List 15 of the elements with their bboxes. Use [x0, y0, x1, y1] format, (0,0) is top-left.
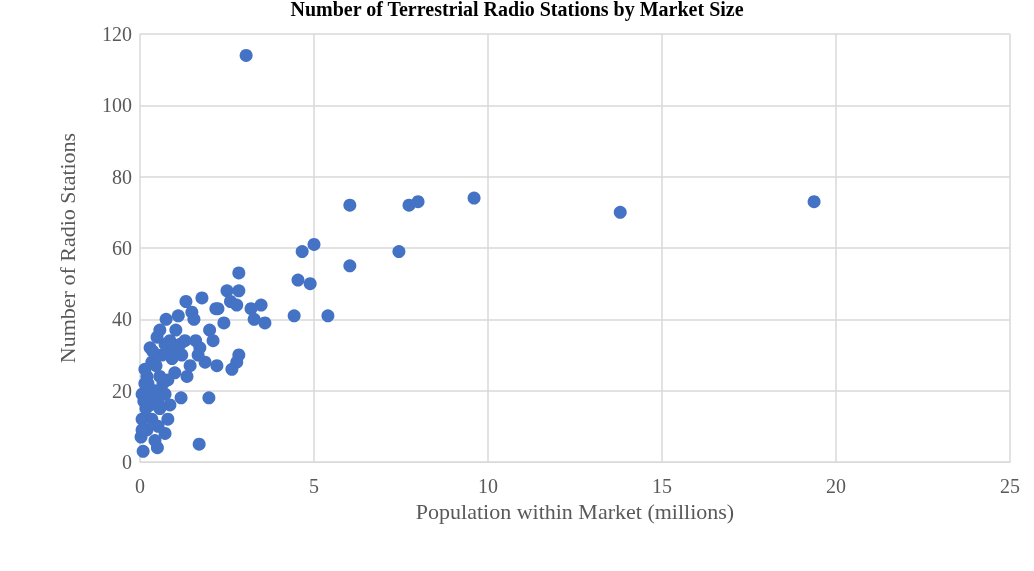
y-tick-label: 120	[102, 23, 132, 45]
x-tick-label: 5	[309, 475, 319, 497]
y-tick-label: 100	[102, 94, 132, 117]
x-tick-label: 15	[652, 475, 672, 497]
x-tick-label: 10	[478, 475, 498, 497]
y-axis-title: Number of Radio Stations	[54, 132, 80, 364]
x-tick-label: 20	[826, 475, 846, 497]
y-tick-label: 20	[112, 379, 132, 402]
chart-title: Number of Terrestrial Radio Stations by Market Size	[290, 0, 744, 21]
y-tick-label: 40	[112, 308, 132, 331]
x-axis-title: Population within Market (millions)	[415, 499, 735, 525]
y-tick-label: 60	[112, 237, 132, 259]
y-tick-label: 0	[122, 451, 132, 473]
y-tick-label: 80	[112, 165, 132, 188]
x-tick-label: 25	[1000, 475, 1020, 497]
